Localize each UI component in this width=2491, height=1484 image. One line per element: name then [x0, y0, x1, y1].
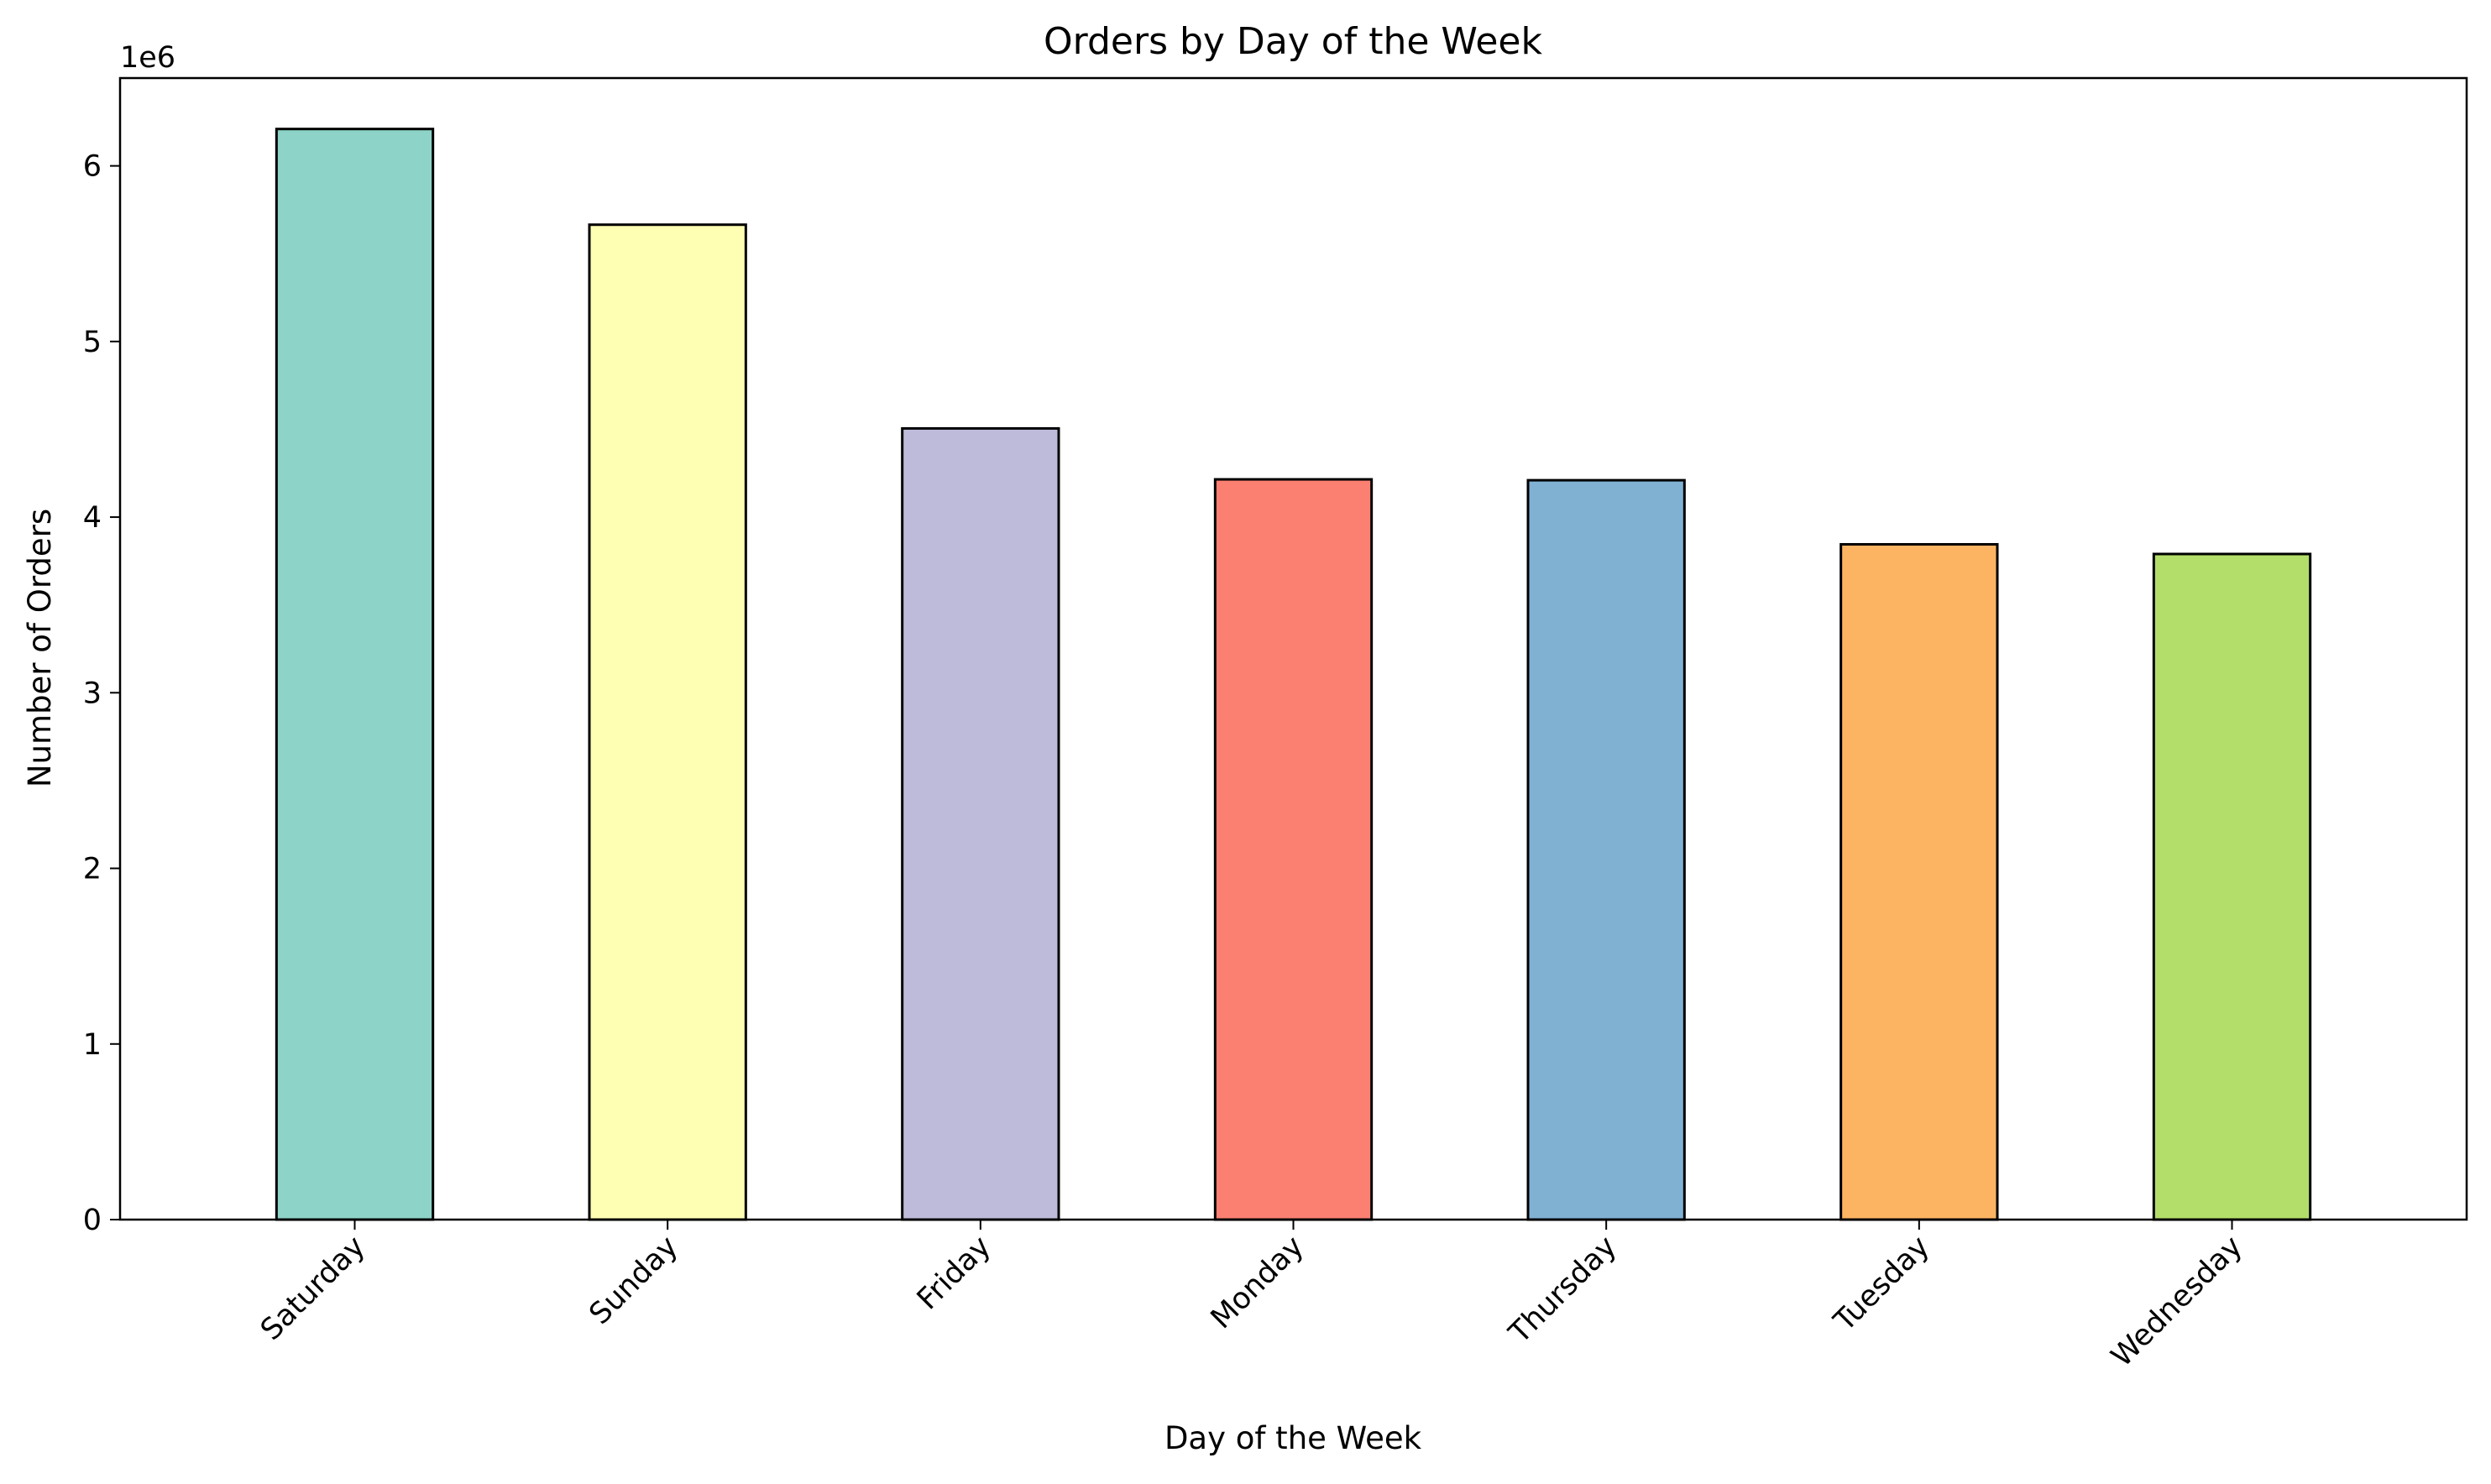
bar-saturday [275, 128, 435, 1221]
y-axis-ticks: 0 1 2 3 4 5 6 [83, 150, 120, 1237]
bar-monday [1213, 478, 1374, 1221]
y-tick-label: 4 [83, 501, 102, 535]
x-axis-label: Day of the Week [1164, 1420, 1422, 1456]
bar-sunday [588, 223, 747, 1221]
bars-group [275, 128, 2312, 1221]
chart-title: Orders by Day of the Week [1044, 20, 1542, 63]
bar-tuesday [1839, 543, 1999, 1221]
y-tick-label: 6 [83, 150, 102, 184]
y-tick-label: 0 [83, 1204, 102, 1237]
y-tick-label: 5 [83, 326, 102, 359]
bar-wednesday [2152, 552, 2312, 1221]
y-tick-label: 1 [83, 1028, 102, 1062]
y-tick-label: 3 [83, 677, 102, 710]
bar-friday [901, 426, 1060, 1221]
y-axis-offset-label: 1e6 [120, 41, 175, 75]
y-axis-label: Number of Orders [22, 509, 58, 787]
y-tick-label: 2 [83, 853, 102, 886]
plot-frame [118, 76, 2468, 1221]
bar-thursday [1526, 478, 1686, 1221]
